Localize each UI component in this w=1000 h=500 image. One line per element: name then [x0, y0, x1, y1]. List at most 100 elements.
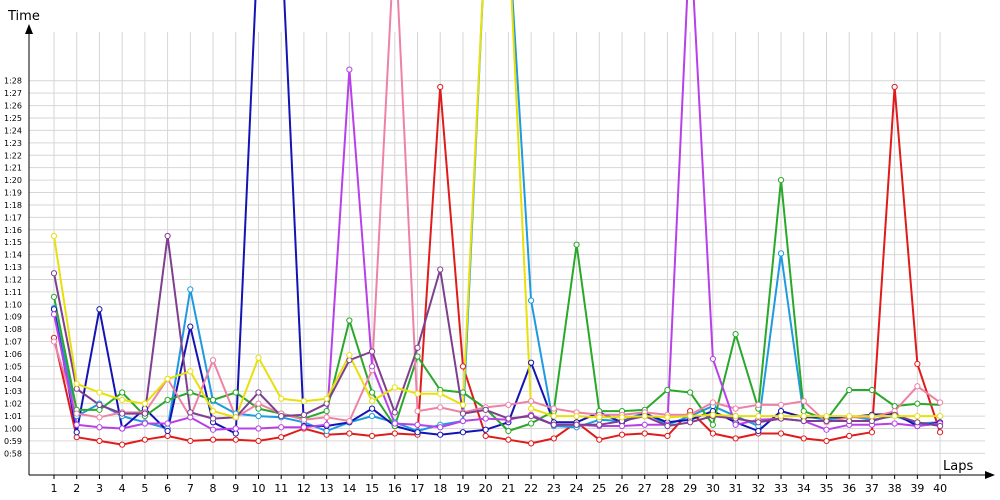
data-point [664, 386, 671, 394]
x-tick-label: 17 [411, 482, 425, 495]
x-tick-label: 19 [456, 482, 470, 495]
data-point [709, 411, 716, 418]
data-point [368, 389, 376, 396]
plot-area [50, 0, 944, 448]
y-tick-labels: 0:58 0:59 1:00 1:01 1:02 1:03 1:04 1:05 1:06 1:07… [4, 77, 22, 459]
data-point [846, 417, 853, 425]
data-point [777, 401, 785, 409]
data-point [800, 417, 807, 425]
x-tick-label: 15 [365, 482, 379, 495]
data-point [209, 408, 217, 415]
y-tick-label: 1:22 [4, 151, 22, 160]
data-point [573, 412, 580, 420]
data-point [550, 405, 557, 412]
data-point [300, 398, 308, 405]
data-point [346, 352, 353, 359]
data-point [687, 412, 694, 420]
data-point [73, 380, 80, 387]
data-point [777, 408, 785, 415]
data-point [232, 425, 239, 432]
data-point [914, 419, 921, 426]
data-point [823, 437, 830, 445]
data-point [709, 430, 716, 437]
y-tick-label: 1:11 [4, 288, 22, 297]
data-point [391, 384, 398, 391]
axes [25, 24, 995, 479]
y-tick-label: 1:05 [4, 362, 22, 371]
x-tick-label: 24 [570, 482, 584, 495]
data-point [550, 421, 557, 428]
series-line [53, 0, 941, 419]
y-tick-label: 1:18 [4, 201, 22, 210]
y-tick-label: 1:02 [4, 400, 22, 409]
data-point [732, 331, 739, 338]
data-point [936, 422, 944, 430]
data-point [823, 412, 830, 420]
data-point [800, 435, 807, 442]
data-point [664, 422, 671, 430]
data-point [255, 437, 262, 445]
x-tick-label: 7 [187, 482, 194, 495]
data-point [164, 396, 171, 404]
data-point [346, 417, 353, 425]
data-point [482, 415, 489, 422]
data-point [641, 430, 648, 437]
y-tick-label: 0:58 [4, 449, 22, 458]
data-point [528, 398, 535, 405]
data-point [437, 431, 444, 438]
data-point [641, 421, 648, 428]
data-point [368, 405, 376, 412]
y-axis-title: Time [7, 9, 40, 24]
data-point [755, 401, 762, 409]
data-point [891, 83, 898, 91]
data-point [96, 424, 103, 431]
data-point [164, 375, 171, 382]
x-tick-label: 32 [751, 482, 765, 495]
y-tick-label: 1:17 [4, 213, 22, 222]
x-tick-label: 26 [615, 482, 629, 495]
data-point [119, 425, 126, 432]
data-point [664, 414, 671, 421]
data-point [846, 386, 853, 394]
data-point [437, 424, 444, 431]
data-point [846, 412, 853, 420]
data-point [914, 383, 921, 390]
data-point [73, 421, 80, 428]
x-tick-label: 13 [320, 482, 334, 495]
data-point [732, 435, 739, 442]
data-point [868, 417, 876, 425]
data-point [709, 399, 716, 406]
data-point [323, 414, 330, 421]
x-tick-label: 8 [210, 482, 217, 495]
data-point [437, 404, 444, 411]
y-tick-label: 1:01 [4, 412, 22, 421]
data-point [596, 436, 603, 443]
y-tick-label: 0:59 [4, 437, 22, 446]
y-tick-label: 1:07 [4, 338, 22, 347]
data-point [618, 431, 626, 438]
data-point [73, 434, 80, 441]
data-point [50, 306, 58, 313]
series-line [53, 235, 941, 427]
data-point [96, 414, 103, 421]
data-point [596, 414, 603, 421]
x-tick-label: 39 [910, 482, 924, 495]
data-point [50, 293, 58, 300]
data-point [732, 421, 739, 428]
data-point [255, 389, 262, 396]
data-point [823, 417, 830, 425]
data-point [823, 426, 830, 433]
data-point [187, 409, 194, 416]
data-point [209, 396, 217, 404]
data-point [232, 414, 239, 421]
data-point [437, 266, 444, 273]
data-point [528, 440, 535, 447]
data-point [187, 437, 194, 445]
series-line [53, 0, 941, 424]
x-tick-label: 36 [842, 482, 856, 495]
data-point [437, 83, 444, 91]
data-point [800, 412, 807, 420]
data-point [414, 408, 421, 415]
data-point [528, 297, 535, 304]
